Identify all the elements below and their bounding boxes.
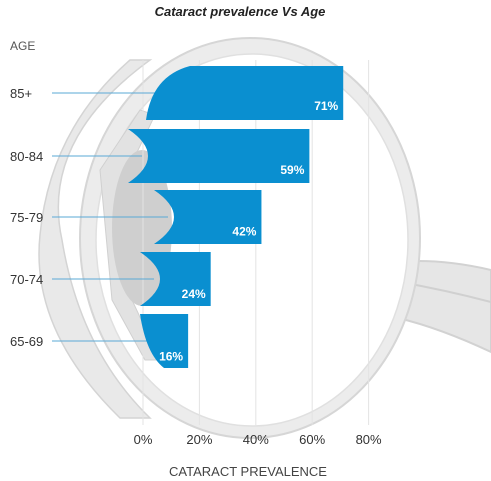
x-axis-label: CATARACT PREVALENCE <box>169 464 327 479</box>
x-tick-labels: 0% 20% 40% 60% 80% <box>134 432 382 447</box>
category-label: 65-69 <box>10 334 43 349</box>
bar <box>140 252 211 306</box>
category-label: 75-79 <box>10 210 43 225</box>
bar-value-label: 71% <box>314 99 338 113</box>
bar <box>128 129 310 183</box>
x-tick-label: 0% <box>134 432 153 447</box>
bar-value-label: 24% <box>182 287 206 301</box>
x-tick-label: 60% <box>299 432 325 447</box>
bars-group: 71% 59% 42% 24% 16% <box>128 66 344 368</box>
bar-value-label: 42% <box>232 224 256 238</box>
y-axis-label: AGE <box>10 39 35 53</box>
leader-lines <box>52 92 168 342</box>
category-label: 80-84 <box>10 149 43 164</box>
bar-value-label: 59% <box>280 163 304 177</box>
chart-title: Cataract prevalence Vs Age <box>155 4 326 19</box>
x-tick-label: 40% <box>243 432 269 447</box>
category-labels: 85+ 80-84 75-79 70-74 65-69 <box>10 86 43 349</box>
bar <box>146 66 344 120</box>
x-tick-label: 20% <box>186 432 212 447</box>
category-label: 70-74 <box>10 272 43 287</box>
optic-nerve-shape <box>393 260 491 354</box>
bar <box>140 314 189 368</box>
x-tick-label: 80% <box>356 432 382 447</box>
bar <box>154 190 262 244</box>
bar-value-label: 16% <box>159 350 183 364</box>
cornea-shape <box>38 59 153 419</box>
category-label: 85+ <box>10 86 32 101</box>
